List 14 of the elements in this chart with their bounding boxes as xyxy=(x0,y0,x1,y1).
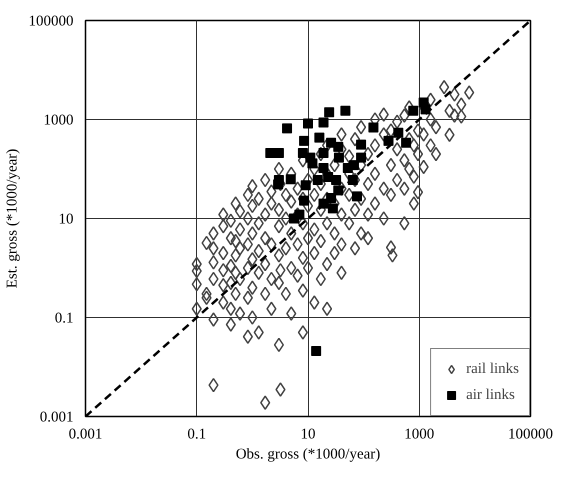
legend-label: air links xyxy=(466,386,515,404)
y-tick-label: 0.001 xyxy=(40,410,74,426)
y-tick-label: 1000 xyxy=(44,112,74,128)
y-axis-title: Est. gross (*1000/year) xyxy=(4,148,20,288)
x-tick-label: 0.1 xyxy=(187,426,206,442)
y-tick-label: 0.1 xyxy=(54,310,74,326)
x-tick-label: 0.001 xyxy=(68,426,102,442)
legend-label: rail links xyxy=(466,360,519,378)
x-tick-label: 10 xyxy=(300,426,316,442)
x-axis-title: Obs. gross (*1000/year) xyxy=(236,446,380,462)
y-tick-label: 100000 xyxy=(28,14,74,30)
x-tick-label: 100000 xyxy=(508,426,553,442)
x-tick-label: 1000 xyxy=(404,426,434,442)
y-tick-label: 10 xyxy=(58,212,74,228)
